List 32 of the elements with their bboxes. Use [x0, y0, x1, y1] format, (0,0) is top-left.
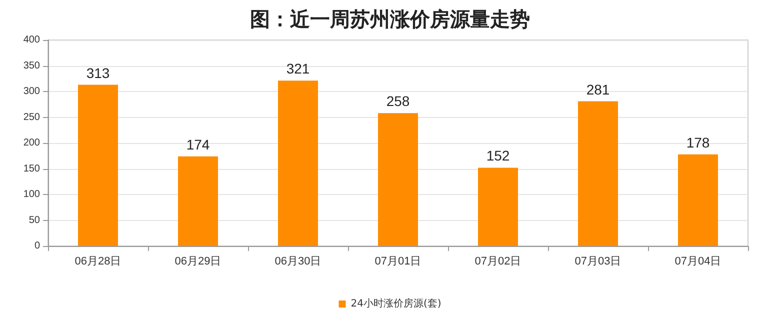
data-label: 313 — [86, 64, 110, 81]
data-label: 321 — [286, 60, 310, 77]
x-tick-label: 07月02日 — [474, 256, 522, 268]
x-tick-label: 07月03日 — [574, 256, 622, 268]
y-tick-label: 350 — [23, 60, 40, 72]
y-tick-label: 400 — [23, 34, 40, 46]
bar — [78, 84, 118, 246]
y-tick-label: 150 — [23, 163, 40, 174]
y-tick-label: 100 — [23, 189, 40, 200]
x-tick-label: 07月04日 — [674, 256, 722, 268]
y-tick-label: 250 — [23, 112, 40, 123]
y-tick-label: 200 — [23, 138, 40, 148]
y-tick-label: 50 — [28, 214, 40, 226]
bar — [678, 154, 718, 246]
legend-label: 24小时涨价房源(套) — [350, 298, 442, 310]
chart-title: 图：近一周苏州涨价房源量走势 — [250, 7, 530, 31]
data-label: 174 — [186, 136, 210, 152]
x-tick-label: 07月01日 — [374, 256, 422, 268]
bar — [278, 80, 318, 246]
bar — [178, 156, 218, 246]
data-label: 258 — [386, 93, 410, 110]
bar — [378, 113, 418, 246]
x-tick-label: 06月28日 — [74, 256, 122, 268]
data-label: 152 — [486, 148, 510, 164]
x-tick-label: 06月29日 — [174, 256, 222, 268]
bar — [578, 101, 618, 246]
y-tick-label: 300 — [23, 86, 40, 97]
x-tick-label: 06月30日 — [274, 256, 322, 268]
y-tick-label: 0 — [34, 240, 40, 252]
data-label: 281 — [586, 81, 610, 98]
bar — [478, 168, 518, 246]
data-label: 178 — [686, 134, 710, 150]
